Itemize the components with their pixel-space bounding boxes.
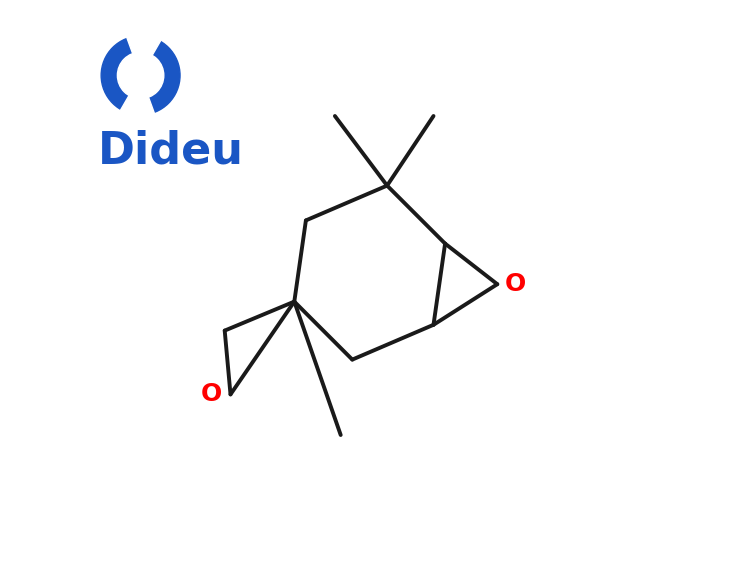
Text: D: D [133,66,148,85]
Wedge shape [119,75,155,118]
Text: O: O [504,272,526,296]
Text: Dideu: Dideu [98,129,244,172]
Circle shape [101,36,180,115]
Text: O: O [201,382,222,407]
Wedge shape [126,33,161,75]
Circle shape [117,52,164,99]
